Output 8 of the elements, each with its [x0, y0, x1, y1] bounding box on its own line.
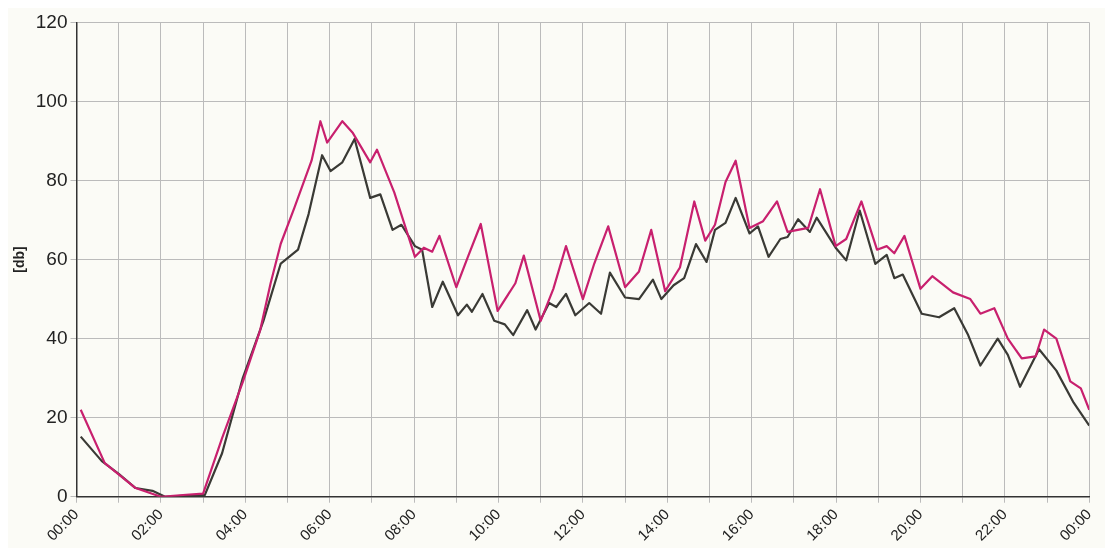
y-axis-title: [db] — [11, 246, 28, 273]
y-tick-label: 120 — [35, 10, 68, 32]
y-tick-label: 0 — [56, 484, 68, 506]
y-tick-label: 80 — [46, 168, 68, 190]
y-tick-label: 20 — [46, 405, 68, 427]
y-tick-label: 100 — [35, 89, 68, 111]
y-tick-label: 60 — [46, 247, 68, 269]
y-tick-label: 40 — [46, 326, 68, 348]
